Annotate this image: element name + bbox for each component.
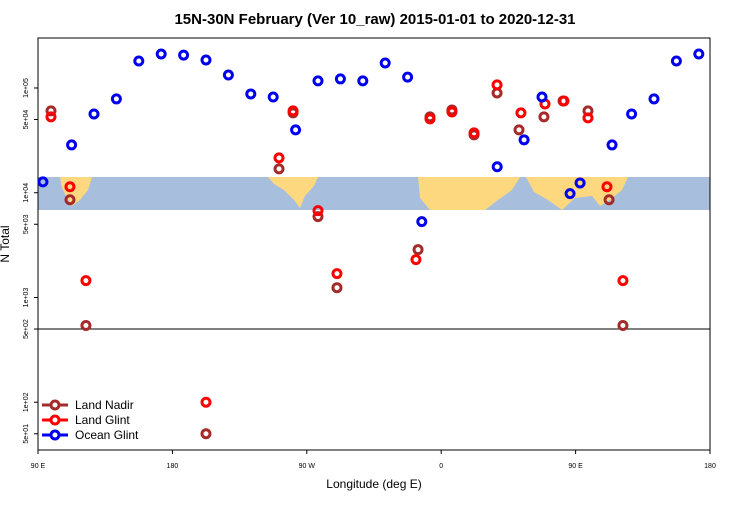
y-axis-label: N Total xyxy=(0,225,12,262)
point xyxy=(416,216,428,228)
point xyxy=(331,282,343,294)
x-axis-label: Longitude (deg E) xyxy=(326,477,421,491)
legend-label: Land Nadir xyxy=(75,398,134,412)
point xyxy=(379,57,391,69)
point xyxy=(334,73,346,85)
point xyxy=(267,91,279,103)
legend-marker xyxy=(49,399,61,411)
point xyxy=(617,275,629,287)
map-band xyxy=(38,177,710,210)
point xyxy=(670,55,682,67)
point xyxy=(312,211,324,223)
point xyxy=(515,107,527,119)
x-tick-label: 180 xyxy=(167,463,179,470)
point xyxy=(446,106,458,118)
point xyxy=(290,124,302,136)
point xyxy=(178,49,190,61)
y-tick-label: 5e+02 xyxy=(23,319,30,339)
point xyxy=(412,244,424,256)
point xyxy=(37,176,49,188)
point xyxy=(245,88,257,100)
point xyxy=(273,152,285,164)
x-tick-label: 180 xyxy=(704,463,716,470)
plot-frame xyxy=(37,37,711,451)
y-tick-label: 1e+02 xyxy=(23,392,30,412)
point xyxy=(88,108,100,120)
point xyxy=(538,111,550,123)
point xyxy=(536,91,548,103)
point xyxy=(606,139,618,151)
point xyxy=(287,105,299,117)
point xyxy=(45,105,57,117)
point xyxy=(64,181,76,193)
point xyxy=(80,275,92,287)
y-tick-label: 5e+04 xyxy=(23,110,30,130)
point xyxy=(648,93,660,105)
point xyxy=(312,75,324,87)
point xyxy=(468,127,480,139)
x-tick-label: 90 E xyxy=(31,463,46,470)
y-tick-label: 5e+01 xyxy=(23,424,30,444)
legend-marker xyxy=(49,429,61,441)
x-tick-label: 0 xyxy=(439,463,443,470)
point xyxy=(603,194,615,206)
point xyxy=(491,161,503,173)
point xyxy=(424,113,436,125)
point xyxy=(200,54,212,66)
point xyxy=(312,205,324,217)
point xyxy=(582,112,594,124)
point xyxy=(200,396,212,408)
x-tick-label: 90 W xyxy=(299,463,316,470)
legend-label: Ocean Glint xyxy=(75,428,139,442)
y-tick-label: 1e+05 xyxy=(23,78,30,98)
point xyxy=(617,320,629,332)
point xyxy=(357,75,369,87)
point xyxy=(64,194,76,206)
chart-title: 15N-30N February (Ver 10_raw) 2015-01-01… xyxy=(174,11,575,28)
legend-marker xyxy=(49,414,61,426)
map-land xyxy=(418,177,520,210)
legend-label: Land Glint xyxy=(75,413,130,427)
point xyxy=(273,163,285,175)
y-tick-label: 1e+03 xyxy=(23,288,30,308)
point xyxy=(66,139,78,151)
point xyxy=(574,177,586,189)
point xyxy=(331,268,343,280)
point xyxy=(200,428,212,440)
point xyxy=(601,181,613,193)
point xyxy=(564,188,576,200)
point xyxy=(110,93,122,105)
point xyxy=(518,134,530,146)
point xyxy=(45,111,57,123)
y-tick-label: 5e+03 xyxy=(23,214,30,234)
point xyxy=(410,254,422,266)
point xyxy=(222,69,234,81)
map-land xyxy=(268,177,318,208)
x-tick-label: 90 E xyxy=(568,463,583,470)
point xyxy=(133,55,145,67)
point xyxy=(402,71,414,83)
point xyxy=(80,320,92,332)
point xyxy=(558,95,570,107)
point xyxy=(491,79,503,91)
y-tick-label: 1e+04 xyxy=(23,183,30,203)
point xyxy=(513,124,525,136)
point xyxy=(626,108,638,120)
point xyxy=(693,48,705,60)
point xyxy=(155,48,167,60)
